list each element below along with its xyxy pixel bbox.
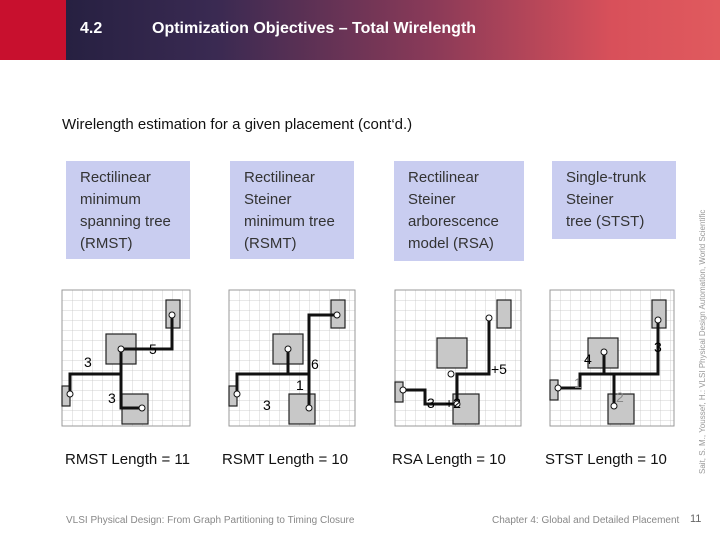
pin-node bbox=[117, 345, 125, 353]
pin-block bbox=[607, 393, 635, 425]
slide-header: 4.2 Optimization Objectives – Total Wire… bbox=[0, 0, 720, 60]
pin-node bbox=[168, 311, 176, 319]
rmst-label-box: Rectilinear minimum spanning tree (RMST) bbox=[66, 161, 190, 259]
pin-node bbox=[654, 316, 662, 324]
footer-chapter: Chapter 4: Global and Detailed Placement bbox=[492, 515, 680, 526]
wire-segment bbox=[119, 374, 142, 410]
wire-segment bbox=[403, 388, 457, 406]
pin-node bbox=[305, 404, 313, 412]
pin-node bbox=[138, 404, 146, 412]
segment-length: 3 bbox=[263, 397, 271, 413]
wire-segment bbox=[235, 372, 288, 394]
pin-node bbox=[610, 402, 618, 410]
stst-label-box: Single-trunk Steiner tree (STST) bbox=[552, 161, 676, 239]
rsmt-diagram: 6 1 3 bbox=[228, 289, 356, 427]
rsa-label-box: Rectilinear Steiner arborescence model (… bbox=[394, 161, 524, 261]
pin-node bbox=[447, 370, 455, 378]
segment-length: 1 bbox=[296, 377, 304, 393]
segment-length: 3 bbox=[427, 395, 435, 411]
wire-segment bbox=[558, 318, 660, 390]
segment-length: 6 bbox=[311, 356, 319, 372]
segment-length: 4 bbox=[584, 351, 592, 367]
rsa-diagram: +5 3 +2 bbox=[394, 289, 522, 427]
pin-node bbox=[600, 348, 608, 356]
pin-node bbox=[233, 390, 241, 398]
segment-length: 3 bbox=[84, 354, 92, 370]
pin-node bbox=[66, 390, 74, 398]
pin-block bbox=[436, 337, 468, 369]
pin-node bbox=[333, 311, 341, 319]
wire-segment bbox=[455, 318, 491, 404]
rsa-length: RSA Length = 10 bbox=[392, 451, 506, 468]
segment-length: +5 bbox=[491, 361, 507, 377]
wire-segment bbox=[307, 313, 337, 408]
pin-node bbox=[485, 314, 493, 322]
slide-subtitle: Wirelength estimation for a given placem… bbox=[62, 116, 413, 133]
pin-block bbox=[496, 299, 512, 329]
page-number: 11 bbox=[690, 513, 702, 525]
pin-node bbox=[284, 345, 292, 353]
segment-length: 3 bbox=[108, 390, 116, 406]
pin-node bbox=[399, 386, 407, 394]
rmst-length: RMST Length = 11 bbox=[65, 451, 190, 468]
pin-node bbox=[453, 400, 461, 408]
footer-course-title: VLSI Physical Design: From Graph Partiti… bbox=[66, 515, 355, 526]
vertical-credit: Sait, S. M., Youssef, H.: VLSI Physical … bbox=[698, 209, 707, 474]
slide-title: Optimization Objectives – Total Wireleng… bbox=[152, 20, 477, 37]
section-number: 4.2 bbox=[80, 20, 103, 37]
header-accent-block bbox=[0, 0, 66, 60]
pin-node bbox=[554, 384, 562, 392]
wire-segment bbox=[121, 315, 174, 351]
rmst-diagram: 5 3 3 bbox=[61, 289, 191, 427]
segment-length: 3 bbox=[654, 339, 662, 355]
rsmt-length: RSMT Length = 10 bbox=[222, 451, 349, 468]
stst-length: STST Length = 10 bbox=[545, 451, 667, 468]
segment-length: 2 bbox=[616, 389, 624, 405]
segment-length: 1 bbox=[574, 375, 582, 391]
segment-length: +2 bbox=[445, 395, 461, 411]
stst-diagram: 4 3 1 2 bbox=[549, 289, 675, 427]
wire-segment bbox=[68, 349, 123, 394]
segment-length: 5 bbox=[149, 341, 157, 357]
rsmt-label-box: Rectilinear Steiner minimum tree (RSMT) bbox=[230, 161, 354, 259]
